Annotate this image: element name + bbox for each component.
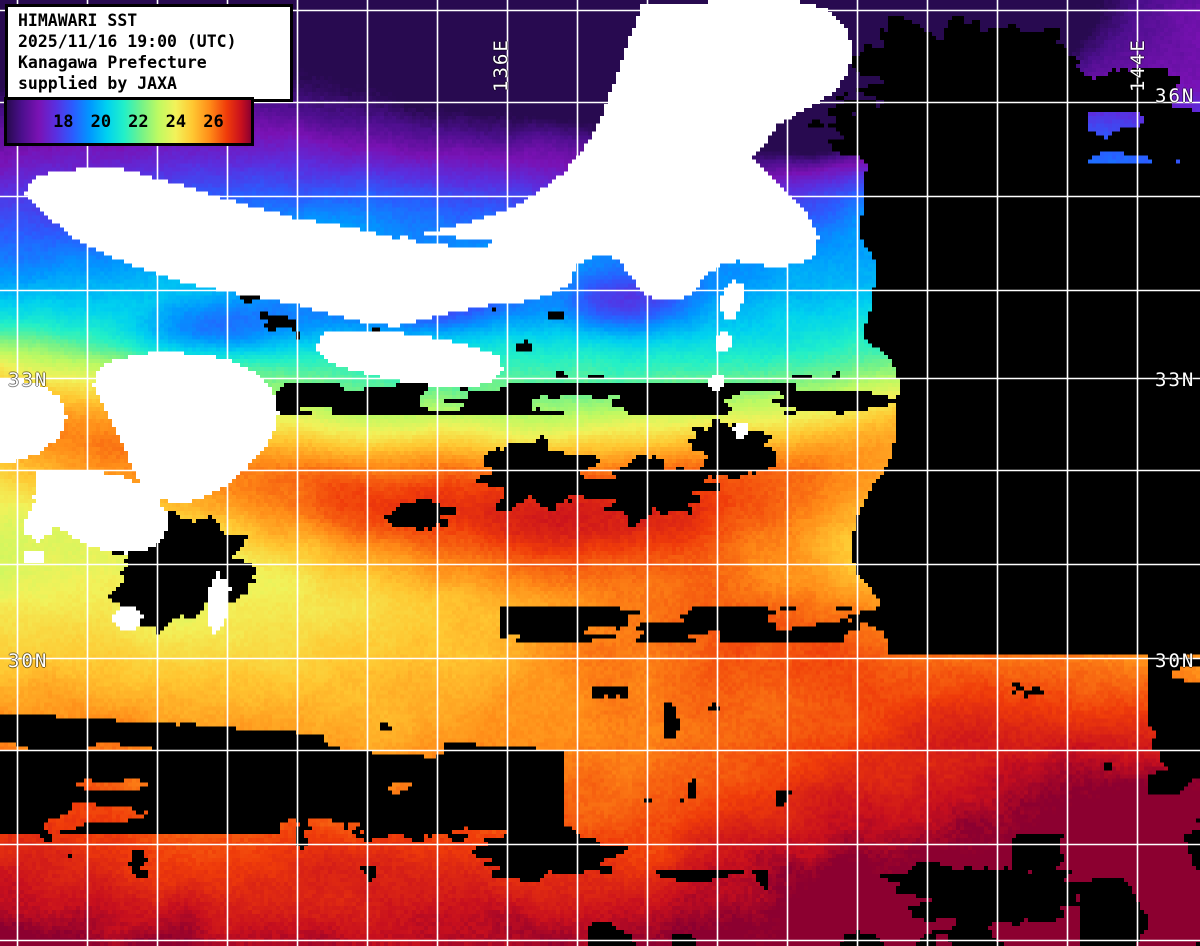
- title-line-region: Kanagawa Prefecture: [18, 53, 207, 72]
- longitude-label-144E: 144E: [1127, 38, 1149, 92]
- latitude-label-30N: 30N: [1155, 650, 1196, 672]
- colorbar-tick-26: 26: [203, 111, 224, 132]
- colorbar-tick-22: 22: [128, 111, 149, 132]
- colorbar-tick-24: 24: [165, 111, 187, 132]
- title-line-product: HIMAWARI SST: [18, 11, 138, 30]
- latitude-label-30N: 30N: [8, 650, 49, 672]
- colorbar-tick-labels: 18 20 22 24 26: [7, 100, 251, 143]
- latitude-label-36N: 36N: [1155, 85, 1196, 107]
- colorbar-gradient: [7, 100, 251, 143]
- colorbar-tick-20: 20: [90, 111, 112, 132]
- latitude-label-33N: 33N: [1155, 369, 1196, 391]
- title-line-datetime: 2025/11/16 19:00 (UTC): [18, 32, 237, 51]
- title-line-credit: supplied by JAXA: [18, 74, 177, 93]
- title-card: HIMAWARI SST 2025/11/16 19:00 (UTC) Kana…: [5, 4, 293, 102]
- colorbar: 18 20 22 24 26: [4, 97, 254, 146]
- latitude-label-33N: 33N: [8, 369, 49, 391]
- colorbar-tick-18: 18: [53, 111, 74, 132]
- longitude-label-136E: 136E: [490, 38, 512, 92]
